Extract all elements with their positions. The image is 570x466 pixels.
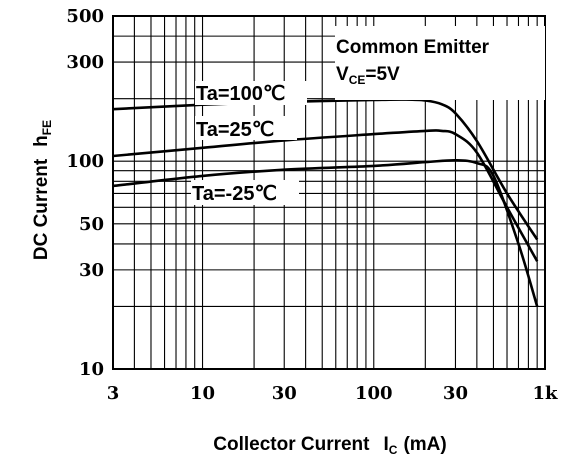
x-tick-label: 30: [272, 383, 297, 404]
y-axis-title: DC CurrenthFE: [31, 120, 54, 260]
y-tick-label: 50: [79, 214, 104, 235]
series-label-1: Ta=25℃: [196, 119, 274, 141]
x-tick-label: 30: [443, 383, 468, 404]
series-label-bg-1: [195, 116, 297, 140]
y-tick-label: 10: [79, 359, 104, 380]
y-tick-label: 500: [66, 6, 104, 27]
x-tick-label: 100: [355, 383, 393, 404]
annotation-line2: VCE=5V: [336, 64, 400, 87]
y-tick-label: 300: [66, 52, 104, 73]
x-tick-label: 3: [107, 383, 120, 404]
series-line-0: [112, 98, 539, 241]
annotation-box: [335, 26, 545, 100]
y-tick-label: 100: [66, 151, 104, 172]
series-label-0: Ta=100℃: [196, 83, 285, 105]
annotation-line1: Common Emitter: [336, 37, 490, 58]
y-tick-label: 30: [79, 260, 104, 281]
series-label-bg-2: [191, 180, 299, 205]
plot-frame: [112, 15, 546, 370]
series-label-2: Ta=-25℃: [192, 183, 277, 205]
x-tick-label: 10: [190, 383, 215, 404]
series-line-1: [112, 129, 539, 262]
series-line-2: [112, 158, 539, 307]
series-curves: [112, 98, 539, 307]
x-tick-label: 1k: [533, 383, 559, 404]
series-label-bg-0: [195, 81, 307, 105]
x-axis-title: Collector Current IC (mA): [213, 434, 446, 457]
